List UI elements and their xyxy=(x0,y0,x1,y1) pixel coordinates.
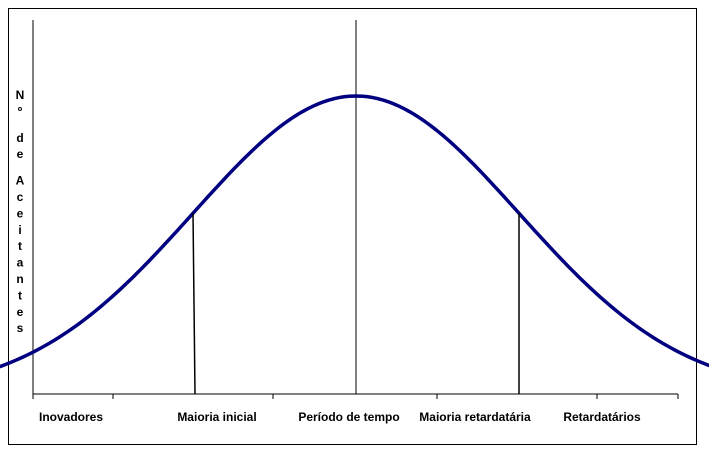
y-axis-label-char: a xyxy=(17,256,24,270)
x-tick-label: Retardatários xyxy=(563,410,641,424)
y-axis-label-char: c xyxy=(17,190,24,204)
y-axis-label-char: e xyxy=(17,305,24,319)
y-axis-label-char: A xyxy=(16,174,25,188)
y-axis-label-char: s xyxy=(17,321,24,335)
y-axis-label-char: e xyxy=(17,206,24,220)
y-axis-label-char: t xyxy=(18,288,22,302)
category-labels: Inovadores Maioria inicial Período de temp… xyxy=(39,410,641,424)
divider-line-minus-1sd xyxy=(192,213,196,395)
y-axis-label-char: º xyxy=(18,104,23,118)
y-axis-label-char: e xyxy=(17,147,24,161)
chart-frame xyxy=(8,8,697,445)
plot-layer xyxy=(0,20,709,399)
x-tick-label: Maioria inicial xyxy=(177,410,256,424)
series-line-normal-curve xyxy=(0,94,709,369)
y-axis-label-char: i xyxy=(18,223,21,237)
x-tick-label: Período de tempo xyxy=(298,410,399,424)
y-axis-label-char: t xyxy=(18,239,22,253)
y-axis-label-char: n xyxy=(16,272,23,286)
x-tick-label: Maioria retardatária xyxy=(419,410,531,424)
y-axis-label-char: N xyxy=(16,88,25,102)
y-axis-label-char: d xyxy=(16,131,23,145)
x-tick-label: Inovadores xyxy=(39,410,103,424)
